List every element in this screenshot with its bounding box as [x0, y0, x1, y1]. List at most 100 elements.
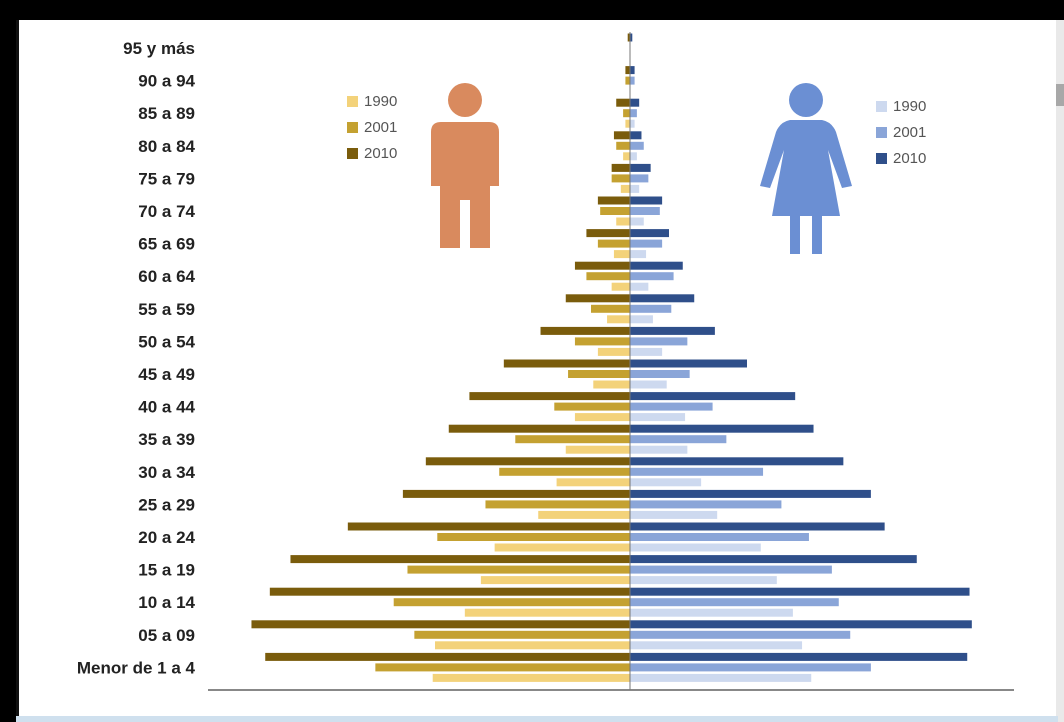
- age-label: 70 a 74: [138, 202, 195, 221]
- bar-female-1990: [630, 413, 686, 422]
- age-label: 45 a 49: [138, 365, 195, 384]
- bar-male-2010: [616, 98, 630, 107]
- bar-male-2010: [503, 359, 630, 368]
- bar-female-2010: [630, 522, 885, 531]
- bars-layer: [251, 33, 972, 682]
- bar-male-2010: [269, 587, 630, 596]
- bar-male-2010: [347, 522, 630, 531]
- bar-male-1990: [607, 315, 630, 324]
- bar-male-2001: [407, 565, 630, 574]
- bar-female-2001: [630, 141, 644, 150]
- age-label: 50 a 54: [138, 332, 195, 351]
- bar-female-1990: [630, 152, 637, 161]
- bar-male-2001: [623, 109, 630, 118]
- bar-male-2001: [393, 598, 630, 607]
- bar-female-2010: [630, 66, 635, 75]
- bar-female-2010: [630, 294, 695, 303]
- legend-label: 2001: [893, 124, 926, 141]
- bar-female-2010: [630, 587, 970, 596]
- bar-male-1990: [565, 445, 630, 454]
- legend-label: 1990: [893, 98, 926, 115]
- legend-swatch: [347, 122, 358, 133]
- bar-male-1990: [597, 347, 630, 356]
- bar-male-2010: [627, 33, 630, 42]
- bar-female-2010: [630, 261, 683, 270]
- bar-female-2001: [630, 76, 635, 85]
- bar-female-2010: [630, 196, 663, 205]
- bar-male-2010: [540, 326, 630, 335]
- bar-female-2010: [630, 98, 640, 107]
- legend-swatch: [347, 96, 358, 107]
- bar-male-2010: [448, 424, 630, 433]
- bar-female-2001: [630, 565, 832, 574]
- bar-male-1990: [435, 641, 630, 650]
- legend-label: 2010: [893, 150, 926, 167]
- age-label: 85 a 89: [138, 104, 195, 123]
- bar-female-1990: [630, 445, 688, 454]
- bar-female-1990: [630, 282, 649, 291]
- bar-female-2010: [630, 131, 642, 140]
- bar-male-2001: [625, 76, 630, 85]
- bar-male-2010: [586, 229, 630, 238]
- age-label: 40 a 44: [138, 398, 195, 417]
- bar-male-2001: [485, 500, 630, 509]
- scrollbar-thumb[interactable]: [1056, 84, 1064, 106]
- age-label: 65 a 69: [138, 235, 195, 254]
- bar-female-2010: [630, 326, 715, 335]
- bar-female-1990: [630, 673, 812, 682]
- bar-male-1990: [494, 543, 630, 552]
- age-labels: 95 y más 90 a 94 85 a 89 80 a 84 75 a 79 70 a…: [77, 39, 196, 677]
- female-figure-icon: [760, 83, 852, 254]
- bar-female-1990: [630, 576, 777, 585]
- age-label: 75 a 79: [138, 169, 195, 188]
- bar-female-1990: [630, 347, 663, 356]
- male-figure-icon: [431, 83, 499, 248]
- bar-male-2001: [591, 304, 630, 313]
- bar-female-2001: [630, 174, 649, 183]
- bar-female-2010: [630, 33, 633, 42]
- bar-male-2001: [574, 337, 630, 346]
- bar-male-2010: [469, 392, 630, 401]
- bar-male-1990: [620, 184, 630, 193]
- bar-female-1990: [630, 217, 644, 226]
- bar-male-2010: [265, 652, 630, 661]
- legend-label: 2010: [364, 145, 397, 162]
- age-label: 90 a 94: [138, 72, 195, 91]
- bar-female-1990: [630, 543, 761, 552]
- bar-male-1990: [464, 608, 630, 617]
- age-label: 25 a 29: [138, 495, 195, 514]
- bar-male-2001: [568, 370, 630, 378]
- bar-male-2001: [375, 663, 630, 672]
- bar-female-2010: [630, 229, 669, 238]
- bar-male-1990: [480, 576, 630, 585]
- legend-swatch: [876, 101, 887, 112]
- bar-female-2010: [630, 457, 844, 466]
- bar-female-1990: [630, 510, 718, 519]
- bar-male-1990: [574, 413, 630, 422]
- bar-male-1990: [538, 510, 630, 519]
- bar-female-2010: [630, 489, 871, 498]
- bar-male-2001: [554, 402, 630, 411]
- bar-female-2001: [630, 207, 660, 215]
- bar-female-2001: [630, 370, 690, 378]
- bar-female-2010: [630, 424, 814, 433]
- bar-male-2001: [600, 207, 630, 215]
- bar-female-2010: [630, 555, 917, 564]
- bar-female-1990: [630, 184, 640, 193]
- bar-male-1990: [616, 217, 630, 226]
- bar-male-2001: [437, 533, 630, 541]
- bar-female-1990: [630, 641, 803, 650]
- age-label: 20 a 24: [138, 528, 195, 547]
- bar-female-1990: [630, 250, 647, 259]
- bar-male-2001: [616, 141, 630, 150]
- bar-male-2001: [515, 435, 630, 444]
- bar-female-2001: [630, 663, 871, 672]
- vertical-scrollbar[interactable]: [1056, 20, 1064, 722]
- bar-female-1990: [630, 119, 635, 128]
- legend-female: 1990 2001 2010: [876, 98, 926, 167]
- legend-swatch: [876, 153, 887, 164]
- bar-male-2010: [611, 163, 630, 172]
- bar-male-2001: [597, 239, 630, 248]
- bar-female-1990: [630, 380, 667, 389]
